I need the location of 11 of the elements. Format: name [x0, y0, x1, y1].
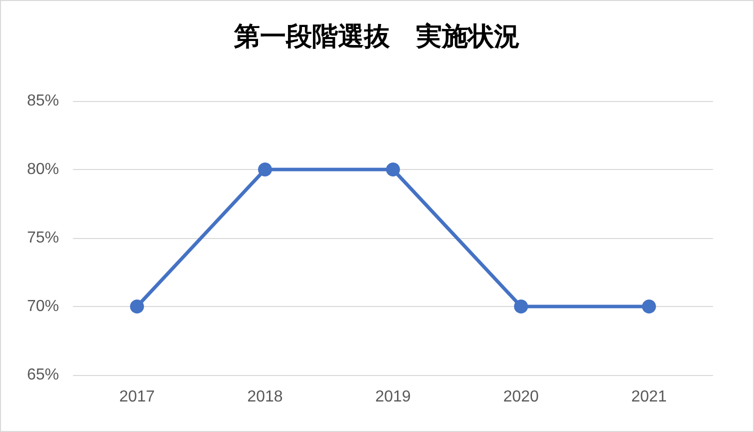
x-tick-label: 2019: [375, 388, 411, 406]
y-tick-label: 65%: [26, 366, 59, 384]
x-tick-label: 2020: [503, 388, 539, 406]
y-tick-label: 85%: [26, 92, 59, 110]
chart-title: 第一段階選抜 実施状況: [233, 22, 520, 52]
x-tick-label: 2017: [119, 388, 155, 406]
y-tick-label: 75%: [26, 230, 59, 246]
y-tick-label: 80%: [26, 161, 59, 178]
x-tick-label: 2018: [247, 388, 283, 406]
x-tick-label: 2021: [631, 388, 667, 406]
y-tick-label: 70%: [26, 298, 59, 315]
